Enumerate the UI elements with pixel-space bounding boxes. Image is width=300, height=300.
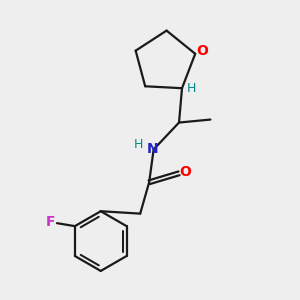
Text: O: O xyxy=(179,165,191,179)
Text: F: F xyxy=(46,215,55,229)
Text: N: N xyxy=(147,142,159,156)
Text: H: H xyxy=(134,137,143,151)
Text: H: H xyxy=(186,82,196,95)
Text: O: O xyxy=(196,44,208,58)
